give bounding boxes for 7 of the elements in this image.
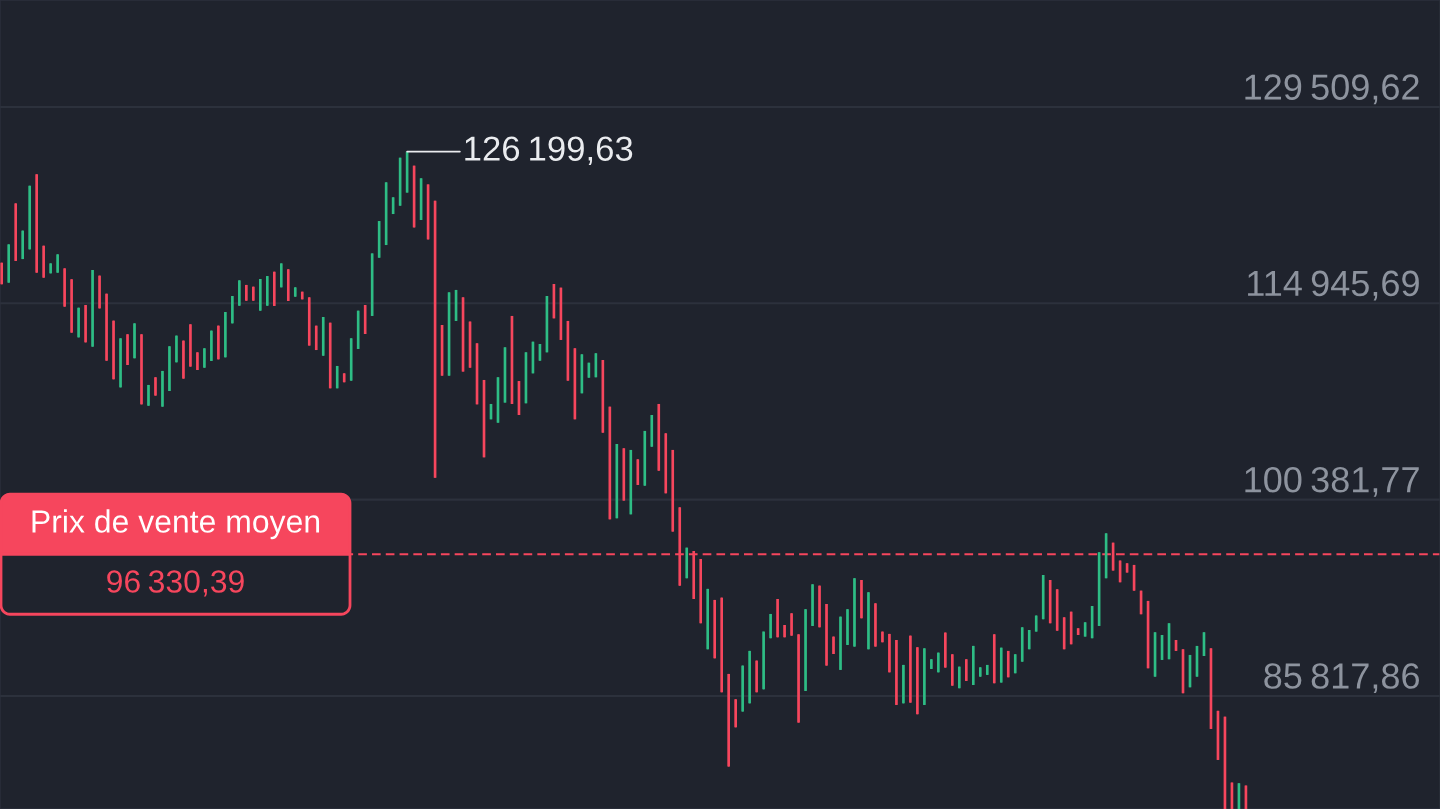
annotation: 96 330,39: [107, 570, 244, 597]
y-tick-label: 129 509,62: [1245, 74, 1419, 105]
y-tick-label: 85 817,86: [1264, 663, 1419, 694]
annotation: 126 199,63: [465, 136, 633, 166]
y-tick-label: 114 945,69: [1248, 270, 1419, 301]
ref-line-label: Prix de vente moyen: [32, 509, 320, 540]
y-tick-label: 100 381,77: [1245, 466, 1419, 497]
